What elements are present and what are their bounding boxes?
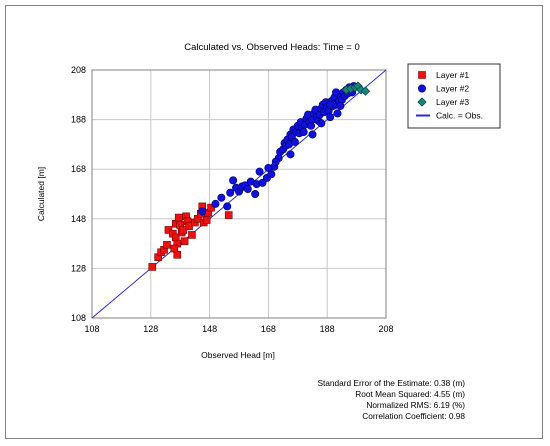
layer-1-point	[163, 241, 171, 249]
layer-2-point	[286, 150, 295, 159]
x-tick-label: 188	[320, 324, 335, 334]
layer-2-point	[198, 207, 207, 216]
x-tick-label: 208	[378, 324, 393, 334]
y-tick-label: 168	[71, 164, 86, 174]
layer-2-point	[290, 137, 299, 146]
layer-1-point	[180, 237, 189, 245]
layer-2-point	[332, 88, 341, 97]
scatter-chart: Calculated vs. Observed Heads: Time = 0 …	[36, 42, 501, 360]
y-tick-label: 148	[71, 214, 86, 224]
legend-layer-2-label: Layer #2	[436, 84, 469, 94]
layer-1-point	[224, 211, 233, 219]
normalized-rms-text: Normalized RMS: 6.19 (%)	[366, 400, 465, 410]
y-tick-label: 108	[71, 313, 86, 323]
layer-2-point	[326, 100, 335, 109]
layer-2-point	[226, 188, 235, 197]
y-tick-label: 128	[71, 263, 86, 273]
layer-2-point	[217, 193, 226, 202]
standard-error-text: Standard Error of the Estimate: 0.38 (m)	[317, 378, 465, 388]
legend-layer-3-label: Layer #3	[436, 97, 469, 107]
plot-area: 108 128 148 168 188 208 108 128 148 168 188 208	[71, 65, 394, 334]
layer-1-point	[202, 216, 211, 224]
layer-2-point	[264, 163, 273, 172]
layer-2-point	[271, 157, 280, 166]
layer-2-point	[326, 113, 335, 122]
chart-title: Calculated vs. Observed Heads: Time = 0	[184, 42, 360, 53]
y-tick-label: 208	[71, 65, 86, 75]
layer-2-point	[255, 167, 264, 176]
y-tick-label: 188	[71, 115, 86, 125]
root-mean-squared-text: Root Mean Squared: 4.55 (m)	[355, 389, 465, 399]
chart-frame: Calculated vs. Observed Heads: Time = 0 …	[5, 5, 543, 439]
layer-2-point	[258, 178, 267, 187]
y-axis-label: Calculated [m]	[36, 167, 46, 221]
layer-2-point	[229, 176, 238, 185]
x-tick-label: 108	[84, 324, 99, 334]
correlation-coefficient-text: Correlation Coefficient: 0.98	[362, 411, 465, 421]
legend-layer-1-label: Layer #1	[436, 70, 469, 80]
layer-1-point	[148, 263, 157, 271]
x-axis-label: Observed Head [m]	[201, 350, 275, 360]
legend: Layer #1 Layer #2 Layer #3 Calc. = Obs.	[407, 63, 501, 129]
layer-2-point	[333, 109, 342, 118]
x-tick-label: 148	[202, 324, 217, 334]
legend-layer-3-swatch	[417, 97, 427, 107]
x-tick-label: 168	[261, 324, 276, 334]
layer-1-point	[174, 213, 183, 222]
layer-1-point	[170, 244, 179, 253]
layer-2-point	[211, 199, 220, 208]
statistics-panel: Standard Error of the Estimate: 0.38 (m)…	[225, 378, 465, 422]
layer-2-point	[243, 185, 252, 194]
layer-3-point	[360, 86, 371, 96]
legend-calc-obs-label: Calc. = Obs.	[436, 111, 483, 121]
layer-2-point	[223, 202, 232, 211]
plot-border	[91, 69, 387, 319]
layer-2-point	[299, 128, 308, 137]
legend-layer-2-swatch	[417, 84, 426, 93]
layer-2-point	[317, 119, 326, 128]
legend-layer-1-swatch	[418, 71, 426, 79]
layer-2-point	[251, 190, 260, 199]
x-tick-label: 128	[143, 324, 158, 334]
layer-2-point	[336, 101, 345, 110]
layer-1-point	[188, 231, 196, 239]
layer-2-point	[308, 130, 317, 139]
